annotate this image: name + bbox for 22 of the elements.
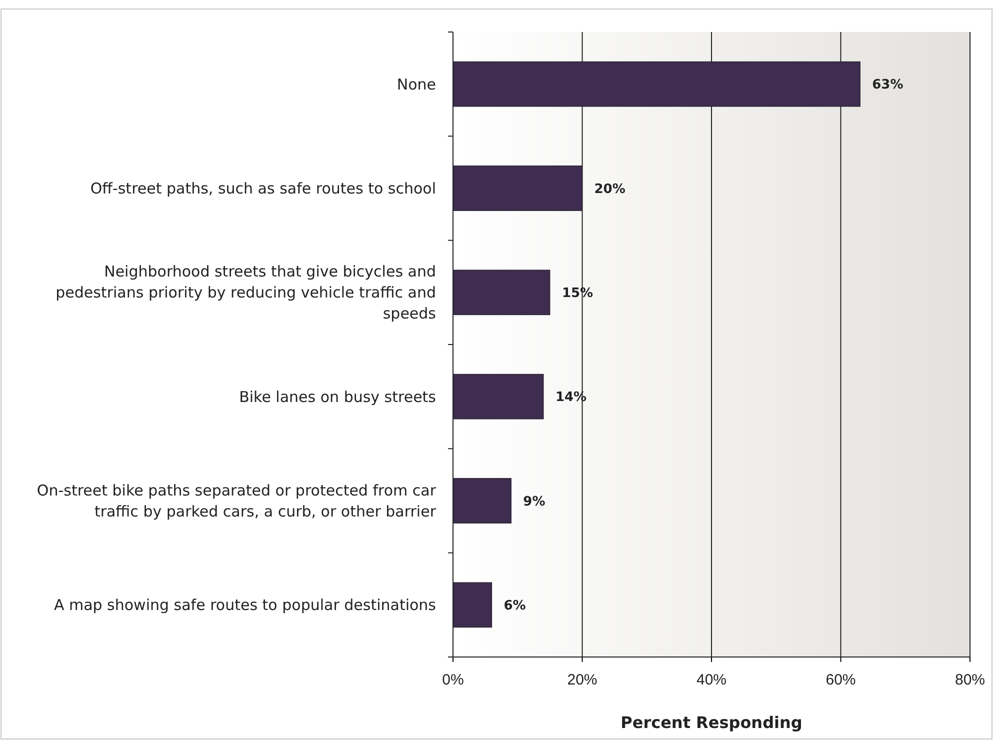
data-label: 63% <box>872 78 904 93</box>
y-tick-label: Neighborhood streets that give bicycles and pedestrians priority by reducing vehicle traffic and speeds <box>56 262 436 323</box>
bar <box>452 478 512 524</box>
y-tick-label: On-street bike paths separated or protected from car traffic by parked cars, a curb, or other barrier <box>36 482 437 520</box>
y-tick-label: A map showing safe routes to popular destinations <box>54 596 436 614</box>
data-label: 9% <box>523 494 546 510</box>
x-tick-label: 60% <box>826 672 856 689</box>
y-tick-label: Off-street paths, such as safe routes to school <box>90 180 436 198</box>
x-axis-title: Percent Responding <box>620 713 802 732</box>
x-tick-label: 0% <box>442 672 464 689</box>
bar <box>452 270 550 316</box>
bar <box>452 61 860 107</box>
bar <box>452 582 492 628</box>
y-tick-label: Bike lanes on busy streets <box>239 388 436 406</box>
data-label: 20% <box>594 182 626 197</box>
x-tick-label: 80% <box>954 672 986 689</box>
x-tick-label: 40% <box>696 672 727 689</box>
y-tick-label: None <box>396 75 436 94</box>
data-label: 6% <box>504 598 526 614</box>
bar <box>452 374 544 420</box>
x-tick-label: 20% <box>567 672 598 689</box>
bar <box>452 166 582 211</box>
